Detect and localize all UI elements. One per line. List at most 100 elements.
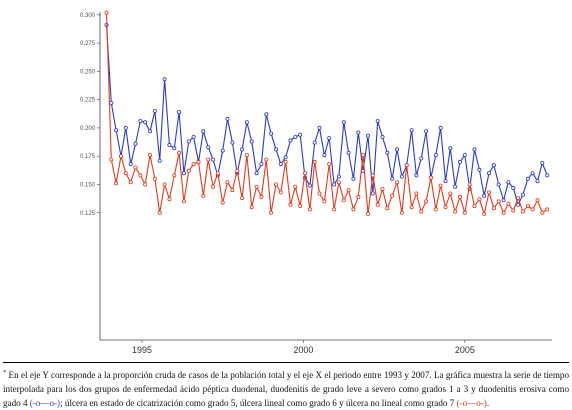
series-red — [104, 10, 550, 216]
data-point — [172, 146, 177, 151]
data-point — [196, 159, 201, 164]
data-point — [361, 153, 366, 158]
data-point — [327, 162, 332, 167]
data-point — [394, 180, 399, 185]
caption-marker: * — [3, 369, 7, 376]
y-tick-label: 0.250 — [80, 69, 96, 75]
data-point — [317, 125, 322, 130]
data-point — [162, 77, 167, 82]
data-point — [516, 202, 521, 207]
data-point — [177, 110, 182, 115]
data-point — [249, 205, 254, 210]
data-point — [322, 153, 327, 158]
data-point — [293, 134, 298, 139]
data-point — [220, 200, 225, 205]
data-point — [448, 191, 453, 196]
data-point — [254, 184, 259, 189]
data-point — [322, 199, 327, 204]
data-point — [404, 163, 409, 168]
caption-text-mid: ; úlcera en estado de cicatrización como… — [60, 398, 457, 408]
data-point — [453, 184, 458, 189]
data-point — [399, 210, 404, 215]
data-point — [273, 182, 278, 187]
data-point — [181, 199, 186, 204]
data-point — [264, 112, 269, 117]
data-point — [312, 140, 317, 145]
data-point — [370, 191, 375, 196]
data-point — [520, 209, 525, 214]
data-point — [477, 197, 482, 202]
data-point — [428, 175, 433, 180]
data-point — [380, 134, 385, 139]
caption-legend-blue: (-o—o-) — [29, 398, 61, 408]
data-point — [109, 157, 114, 162]
data-point — [520, 192, 525, 197]
data-point — [191, 134, 196, 139]
data-point — [419, 209, 424, 214]
data-point — [346, 150, 351, 155]
data-point — [302, 171, 307, 176]
data-point — [467, 182, 472, 187]
data-point — [240, 196, 245, 201]
data-point — [516, 196, 521, 201]
data-point — [506, 180, 511, 185]
data-point — [307, 183, 312, 188]
data-point — [477, 167, 482, 172]
data-point — [332, 182, 337, 187]
figure-caption: * En el eje Y corresponde a la proporció… — [3, 362, 569, 408]
data-point — [230, 140, 235, 145]
data-point — [225, 116, 230, 121]
data-point — [336, 174, 341, 179]
data-point — [278, 190, 283, 195]
data-point — [244, 153, 249, 158]
y-tick-label: 0.225 — [80, 98, 96, 104]
data-point — [419, 156, 424, 161]
data-point — [114, 128, 119, 133]
data-point — [496, 199, 501, 204]
data-point — [472, 203, 477, 208]
data-point — [375, 119, 380, 124]
data-point — [394, 147, 399, 152]
data-point — [298, 203, 303, 208]
data-point — [133, 141, 138, 146]
data-point — [491, 206, 496, 211]
data-point — [147, 153, 152, 158]
data-point — [327, 136, 332, 141]
data-point — [530, 207, 535, 212]
data-point — [283, 155, 288, 160]
data-point — [123, 171, 128, 176]
x-tick-label: 1995 — [132, 345, 152, 355]
data-point — [443, 205, 448, 210]
data-point — [511, 185, 516, 190]
data-point — [351, 207, 356, 212]
data-point — [317, 191, 322, 196]
data-point — [506, 201, 511, 206]
data-point — [540, 210, 545, 215]
data-point — [119, 154, 124, 159]
data-point — [167, 142, 172, 147]
data-point — [482, 211, 487, 216]
y-tick-label: 0.150 — [80, 182, 96, 188]
caption-legend-red: (-o—o-) — [456, 398, 487, 408]
data-point — [486, 171, 491, 176]
data-point — [128, 162, 133, 167]
data-point — [365, 133, 370, 138]
data-point — [390, 193, 395, 198]
data-point — [501, 210, 506, 215]
data-point — [341, 198, 346, 203]
x-tick-label: 2000 — [293, 345, 313, 355]
data-point — [157, 158, 162, 163]
data-point — [365, 211, 370, 216]
data-point — [177, 150, 182, 155]
data-point — [370, 173, 375, 178]
data-point — [385, 150, 390, 155]
data-point — [482, 193, 487, 198]
data-point — [104, 10, 109, 15]
data-point — [123, 125, 128, 130]
data-point — [332, 207, 337, 212]
series-line — [105, 12, 548, 215]
data-point — [259, 194, 264, 199]
data-point — [409, 128, 414, 133]
data-point — [293, 184, 298, 189]
data-point — [545, 173, 550, 178]
